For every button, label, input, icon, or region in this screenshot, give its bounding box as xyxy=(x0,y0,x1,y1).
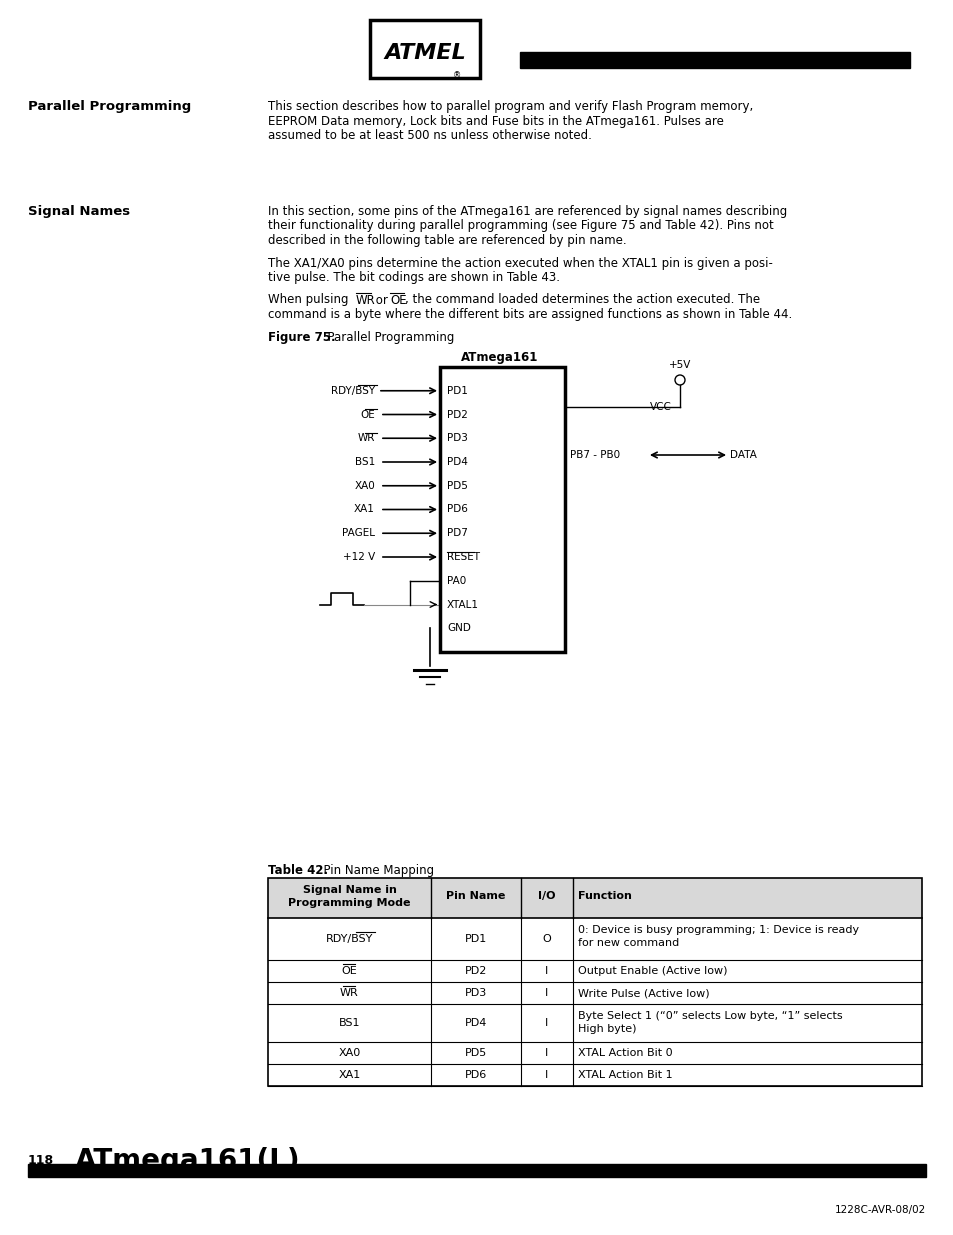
Text: Signal Name in: Signal Name in xyxy=(302,885,396,895)
Text: O: O xyxy=(542,934,551,944)
Text: Function: Function xyxy=(578,890,631,902)
Text: DATA: DATA xyxy=(729,450,756,459)
Text: their functionality during parallel programming (see Figure 75 and Table 42). Pi: their functionality during parallel prog… xyxy=(268,220,773,232)
Text: XA1: XA1 xyxy=(338,1070,360,1079)
Text: I: I xyxy=(545,1070,548,1079)
Text: PD3: PD3 xyxy=(464,988,487,998)
Text: +12 V: +12 V xyxy=(342,552,375,562)
Text: GND: GND xyxy=(447,624,471,634)
Text: I/O: I/O xyxy=(537,890,556,902)
Bar xyxy=(268,878,921,1086)
Text: BS1: BS1 xyxy=(355,457,375,467)
Text: Pin Name: Pin Name xyxy=(446,890,505,902)
Text: RESET: RESET xyxy=(447,552,479,562)
Text: 1228C-AVR-08/02: 1228C-AVR-08/02 xyxy=(834,1205,925,1215)
Text: XTAL Action Bit 1: XTAL Action Bit 1 xyxy=(578,1070,672,1079)
Text: command is a byte where the different bits are assigned functions as shown in Ta: command is a byte where the different bi… xyxy=(268,308,791,321)
Text: VCC: VCC xyxy=(649,403,671,412)
Text: I: I xyxy=(545,966,548,976)
Text: PD7: PD7 xyxy=(447,529,467,538)
Bar xyxy=(268,878,921,918)
Text: PD3: PD3 xyxy=(447,433,467,443)
Text: I: I xyxy=(545,1049,548,1058)
Text: for new command: for new command xyxy=(578,939,679,948)
Text: , the command loaded determines the action executed. The: , the command loaded determines the acti… xyxy=(405,294,760,306)
Text: RDY/BSY: RDY/BSY xyxy=(326,934,373,944)
Text: XA1: XA1 xyxy=(354,505,375,515)
Text: PD1: PD1 xyxy=(464,934,487,944)
Text: PD6: PD6 xyxy=(464,1070,487,1079)
Text: WR: WR xyxy=(357,433,375,443)
Text: XTAL1: XTAL1 xyxy=(447,599,478,610)
Text: tive pulse. The bit codings are shown in Table 43.: tive pulse. The bit codings are shown in… xyxy=(268,270,559,284)
Text: Programming Mode: Programming Mode xyxy=(288,898,411,908)
Bar xyxy=(519,52,909,68)
Text: Parallel Programming: Parallel Programming xyxy=(28,100,191,112)
Text: XA0: XA0 xyxy=(354,480,375,490)
Text: Pin Name Mapping: Pin Name Mapping xyxy=(315,864,434,877)
Text: EEPROM Data memory, Lock bits and Fuse bits in the ATmega161. Pulses are: EEPROM Data memory, Lock bits and Fuse b… xyxy=(268,115,723,127)
Text: Parallel Programming: Parallel Programming xyxy=(319,331,454,343)
Text: I: I xyxy=(545,1018,548,1028)
Text: WR: WR xyxy=(355,294,375,306)
Text: OE: OE xyxy=(390,294,406,306)
Text: ATmega161(L): ATmega161(L) xyxy=(75,1147,300,1174)
Text: PD4: PD4 xyxy=(464,1018,487,1028)
Text: WR: WR xyxy=(340,988,358,998)
Text: PD6: PD6 xyxy=(447,505,467,515)
Text: PD5: PD5 xyxy=(464,1049,487,1058)
Text: OE: OE xyxy=(360,410,375,420)
Text: PAGEL: PAGEL xyxy=(341,529,375,538)
Text: In this section, some pins of the ATmega161 are referenced by signal names descr: In this section, some pins of the ATmega… xyxy=(268,205,786,219)
Text: ATMEL: ATMEL xyxy=(384,43,465,63)
Text: PD2: PD2 xyxy=(464,966,487,976)
Text: When pulsing: When pulsing xyxy=(268,294,352,306)
Text: Output Enable (Active low): Output Enable (Active low) xyxy=(578,966,727,976)
Bar xyxy=(370,20,479,78)
Text: Signal Names: Signal Names xyxy=(28,205,130,219)
Text: PA0: PA0 xyxy=(447,576,466,585)
Text: OE: OE xyxy=(341,966,357,976)
Text: PD1: PD1 xyxy=(447,385,467,395)
Text: This section describes how to parallel program and verify Flash Program memory,: This section describes how to parallel p… xyxy=(268,100,753,112)
Text: XTAL Action Bit 0: XTAL Action Bit 0 xyxy=(578,1049,672,1058)
Text: XA0: XA0 xyxy=(338,1049,360,1058)
Bar xyxy=(439,367,564,652)
Text: Byte Select 1 (“0” selects Low byte, “1” selects: Byte Select 1 (“0” selects Low byte, “1”… xyxy=(578,1011,841,1021)
Text: The XA1/XA0 pins determine the action executed when the XTAL1 pin is given a pos: The XA1/XA0 pins determine the action ex… xyxy=(268,257,772,269)
Text: 118: 118 xyxy=(28,1155,54,1167)
Text: ®: ® xyxy=(453,70,460,80)
Text: Table 42.: Table 42. xyxy=(268,864,328,877)
Text: 0: Device is busy programming; 1: Device is ready: 0: Device is busy programming; 1: Device… xyxy=(578,925,859,935)
Text: ATmega161: ATmega161 xyxy=(461,351,538,364)
Text: BS1: BS1 xyxy=(338,1018,360,1028)
Text: described in the following table are referenced by pin name.: described in the following table are ref… xyxy=(268,233,626,247)
Bar xyxy=(28,1165,925,1177)
Text: Figure 75.: Figure 75. xyxy=(268,331,335,343)
Text: Write Pulse (Active low): Write Pulse (Active low) xyxy=(578,988,709,998)
Text: assumed to be at least 500 ns unless otherwise noted.: assumed to be at least 500 ns unless oth… xyxy=(268,128,591,142)
Text: High byte): High byte) xyxy=(578,1024,636,1034)
Text: +5V: +5V xyxy=(668,359,691,370)
Text: I: I xyxy=(545,988,548,998)
Text: PB7 - PB0: PB7 - PB0 xyxy=(569,450,619,459)
Text: PD5: PD5 xyxy=(447,480,467,490)
Text: PD2: PD2 xyxy=(447,410,467,420)
Text: PD4: PD4 xyxy=(447,457,467,467)
Text: RDY/BSY: RDY/BSY xyxy=(331,385,375,395)
Text: or: or xyxy=(372,294,392,306)
